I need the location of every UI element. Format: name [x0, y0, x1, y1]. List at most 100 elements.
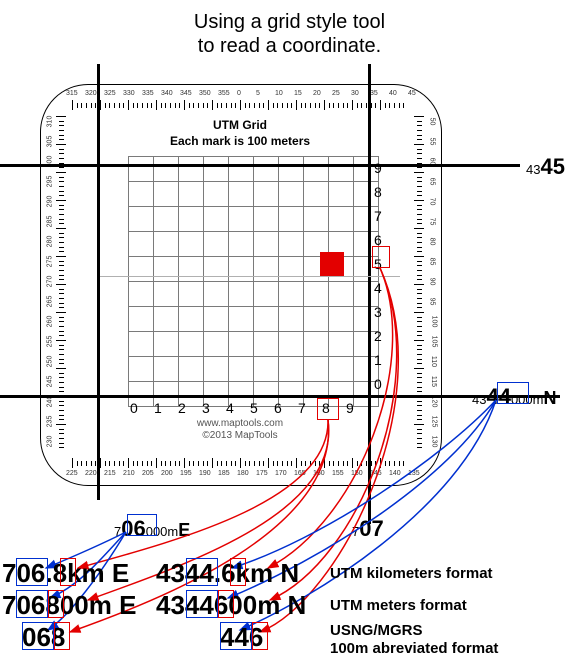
ruler-num: 295 [46, 176, 53, 188]
row3-east-red [54, 622, 70, 650]
map-line-top [0, 164, 520, 167]
ruler-num: 160 [313, 470, 325, 477]
ruler-num: 145 [370, 470, 382, 477]
ruler-num: 10 [275, 90, 283, 97]
y-axis-1: 1 [374, 352, 382, 368]
ruler-num: 200 [161, 470, 173, 477]
ruler-num: 30 [351, 90, 359, 97]
ruler-num: 205 [142, 470, 154, 477]
ruler-num: 75 [428, 218, 435, 226]
ruler-num: 135 [408, 470, 420, 477]
root: { "title_line1": "Using a grid style too… [0, 0, 579, 661]
ruler-num: 65 [428, 178, 435, 186]
ruler-num: 110 [430, 356, 437, 367]
ruler-num: 245 [46, 376, 53, 388]
page-title-line2: to read a coordinate. [0, 34, 579, 58]
row1-east-red [60, 558, 76, 586]
ruler-num: 180 [237, 470, 249, 477]
ruler-bottom-ticks [72, 458, 408, 468]
row1-label: UTM kilometers format [330, 565, 493, 582]
ruler-num: 95 [428, 298, 435, 306]
ruler-num: 325 [104, 90, 116, 97]
ruler-num: 105 [430, 336, 437, 348]
ruler-num: 270 [46, 276, 53, 288]
ruler-num: 115 [430, 376, 437, 387]
row2-north-red [218, 590, 234, 618]
ruler-num: 165 [294, 470, 306, 477]
y-axis-4: 4 [374, 280, 382, 296]
row3-label2: 100m abreviated format [330, 640, 498, 657]
footer-copy: ©2013 MapTools [40, 430, 440, 441]
highlight-y6 [372, 246, 390, 268]
ruler-num: 285 [46, 216, 53, 228]
ruler-num: 100 [430, 316, 437, 328]
highlight-44 [497, 382, 529, 404]
ruler-num: 80 [428, 238, 435, 246]
ruler-num: 280 [46, 236, 53, 248]
ruler-num: 190 [199, 470, 211, 477]
row2-north-blue [186, 590, 218, 618]
y-axis-2: 2 [374, 328, 382, 344]
ruler-num: 355 [218, 90, 230, 97]
ruler-num: 85 [428, 258, 435, 266]
ruler-num: 40 [389, 90, 397, 97]
ruler-num: 0 [237, 90, 241, 97]
row1-north-blue [186, 558, 218, 586]
edge-top-right: 4345 [526, 154, 565, 180]
ruler-num: 45 [408, 90, 416, 97]
y-axis-0: 0 [374, 376, 382, 392]
ruler-num: 15 [294, 90, 302, 97]
x-axis-2: 2 [178, 400, 186, 416]
footer-url: www.maptools.com [40, 418, 440, 429]
utm-grid [128, 156, 379, 407]
row1-north-red [230, 558, 246, 586]
row2-label: UTM meters format [330, 597, 467, 614]
map-line-right [368, 64, 371, 524]
row2-east-red [48, 590, 64, 618]
edge-bottom-right: 707 [352, 516, 384, 542]
highlight-x8 [317, 398, 339, 420]
ruler-num: 315 [66, 90, 78, 97]
ruler-num: 340 [161, 90, 173, 97]
ruler-top-ticks: // placeholder — ticks generated below a… [72, 100, 408, 110]
ruler-num: 5 [256, 90, 260, 97]
ruler-num: 170 [275, 470, 287, 477]
x-axis-4: 4 [226, 400, 234, 416]
ruler-num: 155 [332, 470, 344, 477]
ruler-num: 140 [389, 470, 401, 477]
row3-north-blue [220, 622, 252, 650]
ruler-num: 90 [428, 278, 435, 286]
ruler-num: 195 [180, 470, 192, 477]
ruler-num: 250 [46, 356, 53, 368]
grid-title-l2: Each mark is 100 meters [170, 134, 310, 148]
grid-title-l1: UTM Grid [213, 118, 267, 132]
row1-east-blue [16, 558, 48, 586]
row3-label: USNG/MGRS [330, 622, 423, 639]
ruler-num: 225 [66, 470, 78, 477]
row3-north-red [252, 622, 268, 650]
y-axis-9: 9 [374, 160, 382, 176]
ruler-num: 220 [85, 470, 97, 477]
ruler-num: 215 [104, 470, 116, 477]
grid-title: UTM Grid Each mark is 100 meters [40, 118, 440, 149]
y-axis-7: 7 [374, 208, 382, 224]
ruler-num: 35 [370, 90, 378, 97]
grid-table [128, 156, 379, 407]
ruler-num: 265 [46, 296, 53, 308]
page-title-line1: Using a grid style tool [0, 10, 579, 34]
ruler-num: 255 [46, 336, 53, 348]
highlight-06 [127, 514, 157, 536]
row3-east-blue [22, 622, 54, 650]
ruler-num: 260 [46, 316, 53, 328]
x-axis-3: 3 [202, 400, 210, 416]
ruler-num: 70 [428, 198, 435, 206]
ruler-num: 335 [142, 90, 154, 97]
ruler-num: 210 [123, 470, 135, 477]
x-axis-0: 0 [130, 400, 138, 416]
y-axis-3: 3 [374, 304, 382, 320]
ruler-num: 330 [123, 90, 135, 97]
x-axis-7: 7 [298, 400, 306, 416]
target-cell [320, 252, 344, 276]
ruler-num: 150 [351, 470, 363, 477]
ruler-num: 275 [46, 256, 53, 268]
